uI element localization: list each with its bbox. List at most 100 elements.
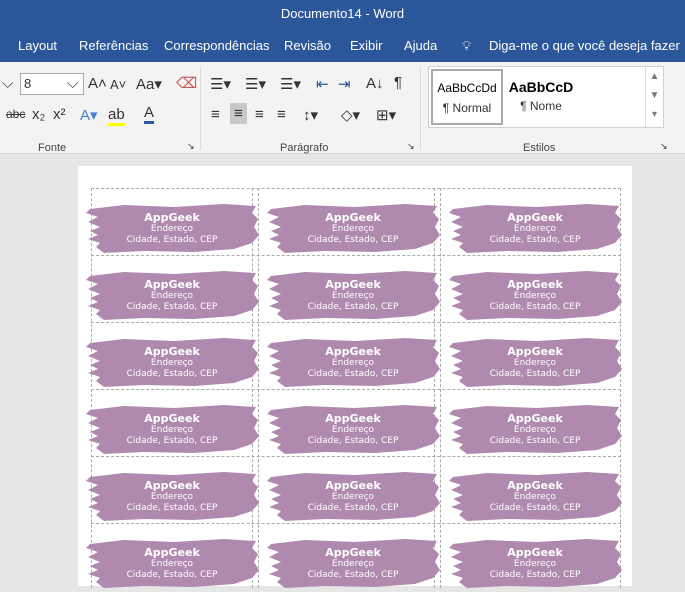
strikethrough-icon[interactable]: abc <box>6 107 26 121</box>
label-address: Endereço <box>331 425 375 435</box>
label-city: Cidade, Estado, CEP <box>489 302 581 312</box>
label-city: Cidade, Estado, CEP <box>307 503 399 513</box>
label-address: Endereço <box>513 425 557 435</box>
brush-stroke-shape <box>449 338 622 387</box>
change-case-icon[interactable]: Aa▾ <box>136 76 162 93</box>
label-name: AppGeek <box>325 345 381 358</box>
table-gridline <box>91 389 621 390</box>
style-nome[interactable]: AaBbCcD ¶ Nome <box>505 69 577 125</box>
tab-help[interactable]: Ajuda <box>404 38 438 53</box>
label-address: Endereço <box>513 358 557 368</box>
brush-stroke-shape <box>449 204 622 253</box>
line-spacing-icon[interactable]: ↕▾ <box>303 107 319 124</box>
address-label[interactable]: AppGeek Endereço Cidade, Estado, CEP <box>84 465 260 525</box>
text-effects-icon[interactable]: A▾ <box>80 107 98 124</box>
lightbulb-icon: 💡︎ <box>462 38 472 53</box>
brush-stroke-shape <box>86 472 259 521</box>
address-label[interactable]: AppGeek Endereço Cidade, Estado, CEP <box>265 197 441 257</box>
label-address: Endereço <box>150 291 194 301</box>
label-city: Cidade, Estado, CEP <box>307 570 399 580</box>
label-address: Endereço <box>331 224 375 234</box>
address-label[interactable]: AppGeek Endereço Cidade, Estado, CEP <box>265 264 441 324</box>
clear-formatting-icon[interactable]: ⌫ <box>176 75 198 92</box>
styles-dialog-launcher-icon[interactable]: ↘ <box>660 141 668 151</box>
font-size-chevron-icon[interactable]: ⌵ <box>67 75 79 92</box>
address-label[interactable]: AppGeek Endereço Cidade, Estado, CEP <box>447 532 623 592</box>
label-address: Endereço <box>331 358 375 368</box>
decrease-indent-icon[interactable]: ⇤ <box>316 76 329 93</box>
address-label[interactable]: AppGeek Endereço Cidade, Estado, CEP <box>84 532 260 592</box>
align-right-icon[interactable]: ≡ <box>255 106 264 123</box>
label-name: AppGeek <box>144 278 200 291</box>
address-label[interactable]: AppGeek Endereço Cidade, Estado, CEP <box>84 331 260 391</box>
sort-icon[interactable]: A↓ <box>366 75 384 92</box>
label-address: Endereço <box>331 492 375 502</box>
justify-icon[interactable]: ≡ <box>277 106 286 123</box>
address-label[interactable]: AppGeek Endereço Cidade, Estado, CEP <box>84 398 260 458</box>
tab-review[interactable]: Revisão <box>284 38 331 53</box>
align-center-icon[interactable]: ≡ <box>230 103 247 124</box>
tab-mailings[interactable]: Correspondências <box>164 38 270 53</box>
table-gridline <box>620 188 621 588</box>
shading-icon[interactable]: ◇▾ <box>341 107 361 124</box>
address-label[interactable]: AppGeek Endereço Cidade, Estado, CEP <box>265 465 441 525</box>
group-font-label: Fonte <box>38 142 67 154</box>
address-label[interactable]: AppGeek Endereço Cidade, Estado, CEP <box>84 264 260 324</box>
table-gridline <box>91 188 621 189</box>
address-label[interactable]: AppGeek Endereço Cidade, Estado, CEP <box>447 331 623 391</box>
bullets-icon[interactable]: ☰▾ <box>210 76 231 93</box>
address-label[interactable]: AppGeek Endereço Cidade, Estado, CEP <box>447 465 623 525</box>
style-normal[interactable]: AaBbCcDd ¶ Normal <box>431 69 503 125</box>
table-gridline <box>258 188 259 588</box>
style-name: ¶ Normal <box>442 101 492 115</box>
label-city: Cidade, Estado, CEP <box>126 570 218 580</box>
increase-indent-icon[interactable]: ⇥ <box>338 76 351 93</box>
shrink-font-icon[interactable]: A˅ <box>110 77 127 92</box>
highlight-icon[interactable]: ab <box>108 106 125 126</box>
document-page[interactable]: AppGeek Endereço Cidade, Estado, CEP AppGee… <box>78 166 632 588</box>
style-name: ¶ Nome <box>520 99 562 113</box>
label-name: AppGeek <box>144 345 200 358</box>
tab-layout[interactable]: Layout <box>18 38 58 53</box>
align-left-icon[interactable]: ≡ <box>211 106 220 123</box>
label-address: Endereço <box>331 559 375 569</box>
table-gridline <box>434 188 435 588</box>
tab-references[interactable]: Referências <box>79 38 149 53</box>
font-name-dropdown-chevron[interactable]: ⌵ <box>2 75 14 92</box>
address-label[interactable]: AppGeek Endereço Cidade, Estado, CEP <box>265 398 441 458</box>
superscript-icon[interactable]: x² <box>53 106 66 123</box>
label-city: Cidade, Estado, CEP <box>489 369 581 379</box>
font-color-icon[interactable]: A <box>144 104 155 124</box>
ribbon: ⌵ 8 ⌵ A˄ A˅ Aa▾ ⌫ abc x₂ x² A▾ ab A Font… <box>0 62 685 154</box>
subscript-icon[interactable]: x₂ <box>32 106 46 123</box>
label-name: AppGeek <box>507 345 563 358</box>
label-city: Cidade, Estado, CEP <box>489 503 581 513</box>
font-dialog-launcher-icon[interactable]: ↘ <box>187 141 195 151</box>
label-address: Endereço <box>331 291 375 301</box>
label-name: AppGeek <box>507 211 563 224</box>
show-marks-icon[interactable]: ¶ <box>394 74 403 91</box>
address-label[interactable]: AppGeek Endereço Cidade, Estado, CEP <box>84 197 260 257</box>
address-label[interactable]: AppGeek Endereço Cidade, Estado, CEP <box>265 331 441 391</box>
label-name: AppGeek <box>144 546 200 559</box>
borders-icon[interactable]: ⊞▾ <box>376 107 397 124</box>
address-label[interactable]: AppGeek Endereço Cidade, Estado, CEP <box>265 532 441 592</box>
tab-view[interactable]: Exibir <box>350 38 383 53</box>
table-gridline <box>91 188 92 588</box>
brush-stroke-shape <box>449 472 622 521</box>
address-label[interactable]: AppGeek Endereço Cidade, Estado, CEP <box>447 264 623 324</box>
styles-scroll[interactable]: ▲ ▼ ▾ <box>645 67 663 127</box>
brush-stroke-shape <box>86 338 259 387</box>
label-name: AppGeek <box>325 278 381 291</box>
label-city: Cidade, Estado, CEP <box>126 503 218 513</box>
numbering-icon[interactable]: ☰▾ <box>245 76 266 93</box>
address-label[interactable]: AppGeek Endereço Cidade, Estado, CEP <box>447 197 623 257</box>
paragraph-dialog-launcher-icon[interactable]: ↘ <box>407 141 415 151</box>
font-size-input[interactable]: 8 <box>20 73 84 95</box>
grow-font-icon[interactable]: A˄ <box>88 75 107 92</box>
label-city: Cidade, Estado, CEP <box>307 302 399 312</box>
brush-stroke-shape <box>449 271 622 320</box>
tell-me-search[interactable]: Diga-me o que você deseja fazer <box>489 38 680 53</box>
address-label[interactable]: AppGeek Endereço Cidade, Estado, CEP <box>447 398 623 458</box>
multilevel-list-icon[interactable]: ☰▾ <box>280 76 301 93</box>
